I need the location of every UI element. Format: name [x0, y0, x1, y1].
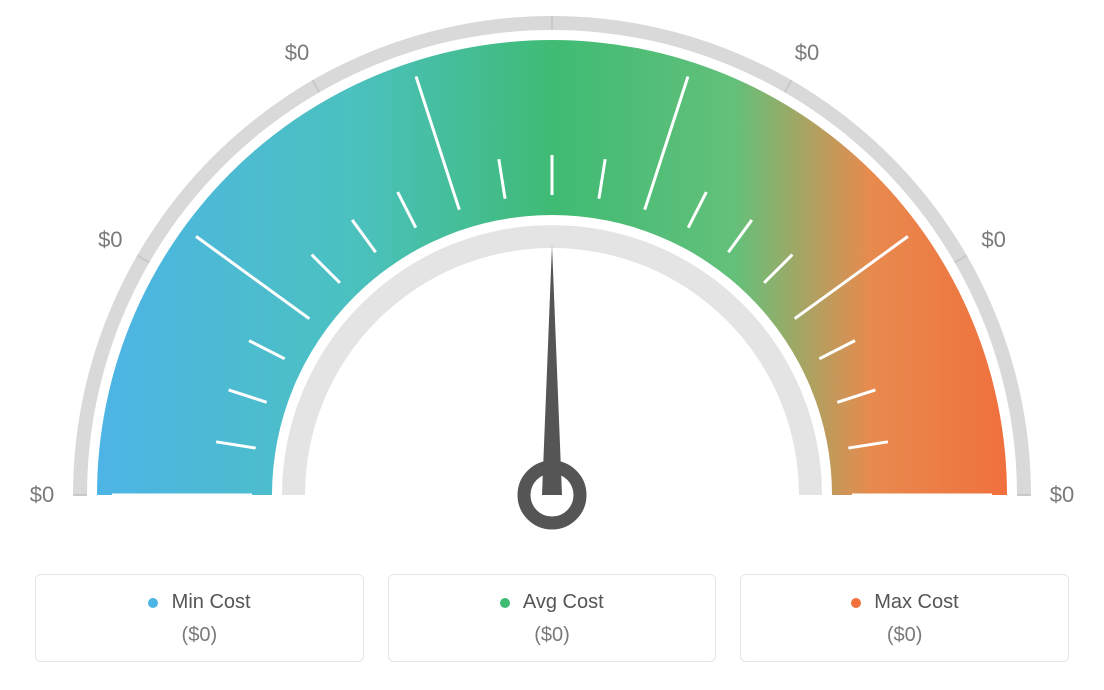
legend-title-min: Min Cost: [46, 591, 353, 614]
legend-card-avg: Avg Cost ($0): [388, 574, 717, 662]
legend-dot-max: [851, 598, 861, 608]
legend-label-avg: Avg Cost: [523, 591, 604, 613]
legend-title-avg: Avg Cost: [399, 591, 706, 614]
legend-card-max: Max Cost ($0): [740, 574, 1069, 662]
gauge-scale-label: $0: [981, 227, 1005, 253]
gauge-scale-label: $0: [98, 227, 122, 253]
gauge-area: $0$0$0$0$0$0$0: [0, 0, 1104, 550]
legend-value-max: ($0): [751, 624, 1058, 647]
gauge-scale-label: $0: [285, 40, 309, 66]
legend-card-min: Min Cost ($0): [35, 574, 364, 662]
legend-dot-avg: [500, 598, 510, 608]
legend-row: Min Cost ($0) Avg Cost ($0) Max Cost ($0…: [35, 574, 1069, 662]
legend-value-min: ($0): [46, 624, 353, 647]
legend-value-avg: ($0): [399, 624, 706, 647]
legend-dot-min: [148, 598, 158, 608]
legend-label-min: Min Cost: [172, 591, 251, 613]
gauge-scale-label: $0: [1050, 482, 1074, 508]
gauge-svg: [0, 0, 1104, 560]
legend-label-max: Max Cost: [874, 591, 958, 613]
gauge-scale-label: $0: [30, 482, 54, 508]
cost-gauge-chart: { "gauge": { "type": "gauge", "cx": 552,…: [0, 0, 1104, 690]
legend-title-max: Max Cost: [751, 591, 1058, 614]
gauge-scale-label: $0: [795, 40, 819, 66]
